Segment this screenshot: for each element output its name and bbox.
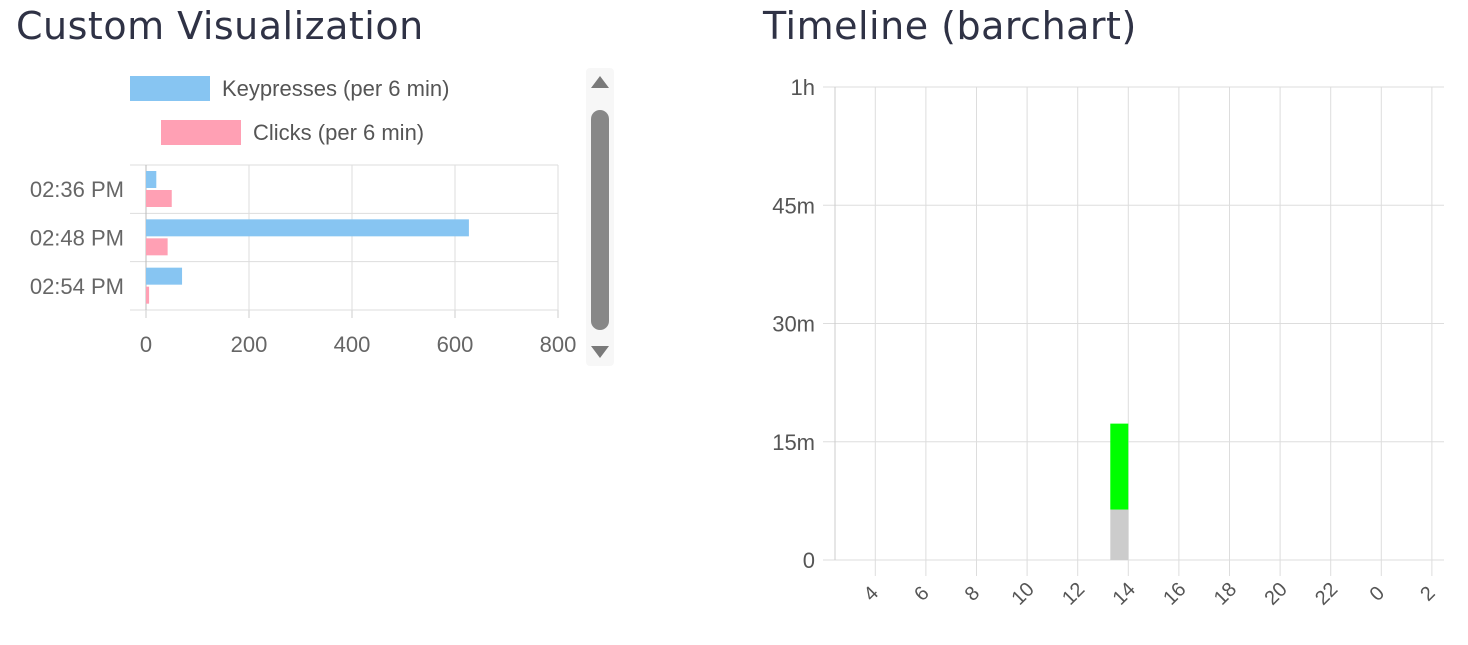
x-tick-label: 400: [334, 332, 371, 357]
timeline-barchart: 0 15m 30m 45m 1h 4 6 8 10 12 14 16 18 20 22 0 2: [772, 75, 1444, 610]
y-tick-label: 02:36 PM: [30, 177, 124, 202]
x-tick-label: 200: [231, 332, 268, 357]
y-tick-label: 02:54 PM: [30, 274, 124, 299]
x-tick-label: 14: [1109, 578, 1140, 609]
legend-label: Keypresses (per 6 min): [222, 76, 449, 101]
x-tick-label: 8: [961, 582, 984, 605]
x-tick-label: 0: [1366, 582, 1389, 605]
x-tick-label: 16: [1159, 578, 1190, 609]
chart-scrollbar[interactable]: [586, 68, 614, 366]
keypresses-clicks-chart: Keypresses (per 6 min) Clicks (per 6 min)…: [30, 76, 577, 357]
y-tick-label: 02:48 PM: [30, 226, 124, 251]
y-tick-label: 30m: [772, 312, 815, 337]
x-tick-label: 20: [1260, 578, 1291, 609]
x-tick-label: 0: [140, 332, 152, 357]
legend-label: Clicks (per 6 min): [253, 120, 424, 145]
bar: [146, 286, 150, 304]
x-tick-label: 6: [910, 582, 933, 605]
bar-segment: [1110, 509, 1129, 560]
bar: [146, 219, 469, 237]
bar: [146, 267, 183, 285]
scroll-down-icon[interactable]: [591, 346, 609, 358]
x-tick-label: 600: [437, 332, 474, 357]
x-tick-label: 2: [1416, 582, 1439, 605]
y-tick-label: 45m: [772, 193, 815, 218]
x-tick-label: 22: [1311, 578, 1342, 609]
y-tick-label: 0: [803, 548, 815, 573]
x-tick-label: 10: [1007, 578, 1038, 609]
custom-visualization-title: Custom Visualization: [16, 4, 424, 48]
bar: [146, 190, 172, 207]
bar: [146, 171, 157, 188]
x-tick-label: 800: [540, 332, 577, 357]
scroll-up-icon[interactable]: [591, 76, 609, 88]
x-tick-label: 12: [1058, 578, 1089, 609]
x-tick-label: 18: [1210, 578, 1241, 609]
legend-swatch: [161, 120, 241, 145]
scroll-thumb[interactable]: [591, 110, 609, 330]
y-tick-label: 15m: [772, 430, 815, 455]
legend-swatch: [130, 76, 210, 101]
x-tick-label: 4: [860, 582, 883, 605]
bar: [146, 238, 168, 256]
bar-segment: [1110, 423, 1129, 510]
y-tick-label: 1h: [791, 75, 815, 100]
timeline-barchart-title: Timeline (barchart): [763, 4, 1137, 48]
